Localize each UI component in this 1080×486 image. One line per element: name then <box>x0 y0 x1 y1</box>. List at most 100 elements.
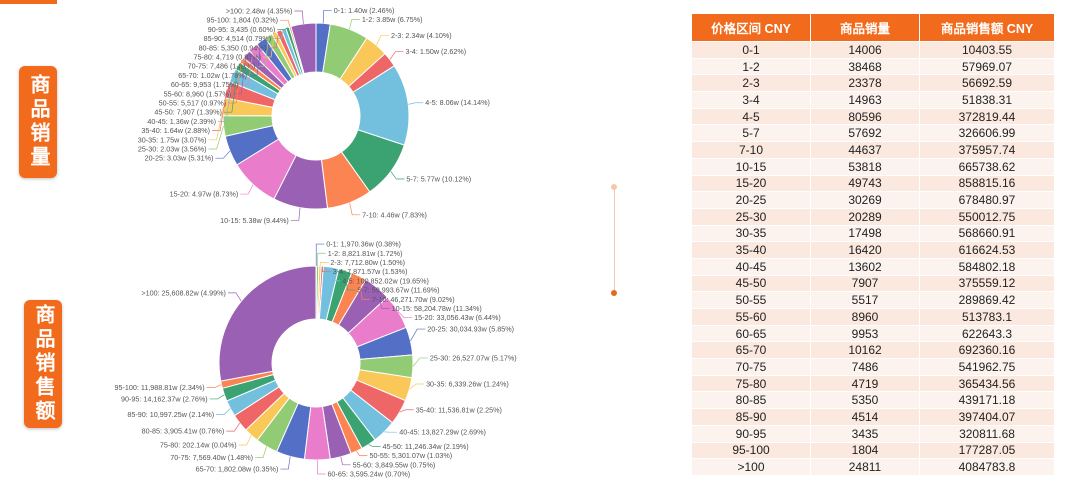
cell-price-range: 15-20 <box>691 174 811 193</box>
col-header-price-range: 价格区间 CNY <box>691 13 811 42</box>
cell-price-range: 90-95 <box>691 424 811 443</box>
table-row: >100 24811 4084783.8 <box>691 458 1055 476</box>
leader-line <box>376 287 390 309</box>
table-row: 70-75 7486 541962.75 <box>691 358 1055 376</box>
table-row: 5-7 57692 326606.99 <box>691 124 1055 143</box>
sales-volume-donut: 0-1: 1.40w (2.46%)1-2: 3.85w (6.75%) 2-3:… <box>138 6 490 225</box>
slice-label: 70-75: 7,486 (1.31%) <box>188 62 256 71</box>
slice-label: 7-10: 46,271.70w (9.02%) <box>372 295 455 304</box>
cell-sales-amount: 550012.75 <box>919 207 1055 226</box>
cell-sales-amount: 439171.18 <box>919 391 1055 410</box>
slice-label: 5-7: 59,993.67w (11.69%) <box>357 286 439 295</box>
cell-sales-volume: 5517 <box>810 291 920 309</box>
cell-sales-amount: 375559.12 <box>919 274 1055 293</box>
donut-slice-gt100 <box>290 22 317 75</box>
sales-volume-label: 商品销量 <box>19 66 57 178</box>
leader-line <box>208 106 224 141</box>
cell-sales-volume: 38468 <box>810 57 920 76</box>
slice-label: >100: 25,608.82w (4.99%) <box>141 288 226 297</box>
slice-label: 75-80: 4,719 (0.83%) <box>194 52 262 61</box>
leader-line <box>233 54 247 95</box>
table-row: 50-55 5517 289869.42 <box>691 291 1055 309</box>
cell-price-range: 60-65 <box>691 324 811 343</box>
cell-sales-volume: 24811 <box>810 458 920 476</box>
leader-line <box>358 275 370 300</box>
leader-line <box>315 243 325 267</box>
leader-line <box>263 32 275 58</box>
slice-label: 3-4: 1.50w (2.62%) <box>405 47 466 56</box>
slice-label: 10-15: 5.38w (9.44%) <box>220 216 289 225</box>
cell-price-range: 85-90 <box>691 408 811 426</box>
slice-label: 35-40: 1.64w (2.88%) <box>141 126 210 135</box>
leader-line <box>356 450 368 456</box>
cell-sales-volume: 13602 <box>810 257 920 276</box>
cell-price-range: 75-80 <box>691 374 811 393</box>
slice-label: 15-20: 4.97w (8.73%) <box>170 190 239 199</box>
slice-label: 60-65: 9,953 (1.75%) <box>171 80 239 89</box>
slice-label: 55-60: 8,960 (1.57%) <box>164 89 232 98</box>
cell-price-range: 70-75 <box>691 358 811 376</box>
leader-line <box>215 150 231 159</box>
table-row: 85-90 4514 397404.07 <box>691 408 1055 426</box>
table-row: 0-1 14006 10403.55 <box>691 41 1055 59</box>
cell-price-range: 50-55 <box>691 291 811 309</box>
slice-label: 45-50: 7,907 (1.39%) <box>154 108 222 117</box>
table-row: 60-65 9953 622643.3 <box>691 324 1055 343</box>
cell-sales-amount: 616624.53 <box>919 241 1055 259</box>
cell-price-range: 3-4 <box>691 91 811 109</box>
leader-line <box>344 270 356 291</box>
col-header-sales-amount: 商品销售额 CNY <box>919 13 1055 42</box>
cell-sales-amount: 678480.97 <box>919 191 1055 209</box>
leader-line <box>330 267 341 282</box>
leader-line <box>348 19 360 30</box>
donut-slice-gt100 <box>218 265 317 382</box>
table-row: 30-35 17498 568660.91 <box>691 224 1055 243</box>
leader-line <box>321 266 331 273</box>
slice-label: 35-40: 11,536.81w (2.25%) <box>416 405 502 414</box>
cell-price-range: 25-30 <box>691 207 811 226</box>
leader-line <box>322 9 332 24</box>
leader-line <box>397 311 413 319</box>
cell-sales-volume: 7486 <box>810 358 920 376</box>
slice-label: 45-50: 11,246.34w (2.19%) <box>383 442 469 451</box>
leader-line <box>376 35 389 46</box>
slice-label: 2-3: 2.34w (4.10%) <box>391 31 452 40</box>
leader-line <box>290 207 301 221</box>
cell-sales-amount: 541962.75 <box>919 358 1055 376</box>
table-row: 1-2 38468 57969.07 <box>691 57 1055 76</box>
donut-charts: 0-1: 1.40w (2.46%)1-2: 3.85w (6.75%) 2-3:… <box>114 6 516 479</box>
cell-sales-amount: 289869.42 <box>919 291 1055 309</box>
slice-label: 55-60: 3,849.55w (0.75%) <box>353 460 436 469</box>
timeline-line <box>613 186 615 294</box>
slice-label: 90-95: 14,162.37w (2.76%) <box>121 394 208 403</box>
cell-sales-volume: 4719 <box>810 374 920 393</box>
leader-line <box>273 28 284 39</box>
slice-label: 20-25: 30,034.93w (5.85%) <box>427 325 514 334</box>
leader-line <box>216 408 231 415</box>
table-row: 35-40 16420 616624.53 <box>691 241 1055 259</box>
cell-sales-volume: 23378 <box>810 74 920 93</box>
cell-sales-amount: 584802.18 <box>919 257 1055 276</box>
leader-line <box>399 409 414 413</box>
slice-label: 50-55: 5,517 (0.97%) <box>159 98 227 107</box>
slice-label: 70-75: 7,569.40w (1.48%) <box>170 453 253 462</box>
table-row: 65-70 10162 692360.16 <box>691 341 1055 360</box>
cell-price-range: 95-100 <box>691 441 811 460</box>
slice-label: 4-5: 8.06w (14.14%) <box>425 98 490 107</box>
table-row: 20-25 30269 678480.97 <box>691 191 1055 209</box>
table-row: 25-30 20289 550012.75 <box>691 207 1055 226</box>
leader-line <box>294 10 304 24</box>
leader-line <box>254 446 267 458</box>
leader-line <box>223 65 239 113</box>
sales-amount-label: 商品销售额 <box>24 300 62 428</box>
cell-sales-amount: 692360.16 <box>919 341 1055 360</box>
leader-line <box>240 184 254 195</box>
cell-sales-volume: 57692 <box>810 124 920 143</box>
leader-line <box>280 19 291 27</box>
cell-price-range: 40-45 <box>691 257 811 276</box>
cell-price-range: 0-1 <box>691 41 811 59</box>
cell-sales-amount: 622643.3 <box>919 324 1055 343</box>
slice-label: 60-65: 3,595.24w (0.70%) <box>327 470 410 479</box>
cell-sales-volume: 14006 <box>810 41 920 59</box>
slice-label: 40-45: 1.36w (2.39%) <box>147 117 216 126</box>
